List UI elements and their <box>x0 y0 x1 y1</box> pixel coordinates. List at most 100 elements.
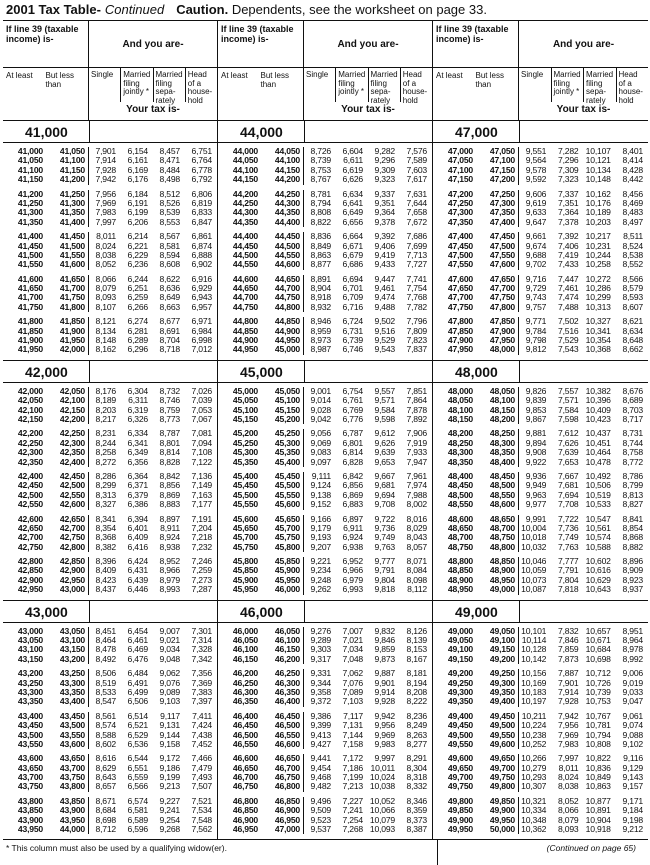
tax-married-separately: 9,021 <box>159 635 180 646</box>
tax-head-of-household: 7,314 <box>191 635 212 646</box>
tax-married-jointly: 7,406 <box>557 240 579 251</box>
table-row: 45,350 45,400 9,097 6,828 9,653 7,947 <box>218 456 432 467</box>
tax-single: 9,839 <box>525 395 547 406</box>
tax-married-separately: 9,296 <box>374 155 395 166</box>
tax-married-jointly: 6,326 <box>127 413 148 424</box>
tax-married-jointly: 7,612 <box>557 428 579 439</box>
tax-married-separately: 9,694 <box>374 489 395 500</box>
tax-married-jointly: 6,206 <box>127 216 148 227</box>
tax-head-of-household: 7,906 <box>406 428 427 439</box>
tax-married-separately: 8,938 <box>159 541 180 552</box>
block-heading-value: 49,000 <box>455 603 498 620</box>
mfs-header: Married filing sepa-rately <box>584 68 617 104</box>
at-least: 44,450 <box>232 240 258 251</box>
but-less-than: 45,950 <box>261 575 304 586</box>
tax-single: 8,959 <box>310 325 331 336</box>
but-less-than: 44,000 <box>46 824 89 835</box>
table-row: 46,850 46,900 9,509 7,241 10,066 8,359 <box>218 805 432 816</box>
at-least: 45,350 <box>232 456 258 467</box>
but-less-than: 44,100 <box>261 155 304 166</box>
tax-single: 8,588 <box>95 729 116 740</box>
block-heading: 48,000 <box>433 360 648 383</box>
but-less-than: 46,900 <box>261 805 304 816</box>
table-row: 45,900 45,950 9,248 6,979 9,804 8,098 <box>218 575 432 586</box>
tax-head-of-household: 7,026 <box>191 385 212 396</box>
row-group: 43,000 43,050 8,451 6,454 9,007 7,301 43,050 43… <box>3 626 217 665</box>
tax-single: 9,977 <box>525 499 547 510</box>
tax-headers: Single Married filing jointly * Married fi… <box>89 68 217 120</box>
tax-married-separately: 8,883 <box>159 499 180 510</box>
tax-married-separately: 9,846 <box>374 635 395 646</box>
tax-single: 8,547 <box>95 696 116 707</box>
tax-head-of-household: 9,129 <box>622 762 643 773</box>
but-less-than: 47,350 <box>476 207 519 218</box>
header-row: If line 39 (taxable income) is- And you a… <box>3 21 217 68</box>
table-row: 41,800 41,850 8,121 6,274 8,677 6,971 <box>3 316 217 327</box>
tax-married-jointly: 6,484 <box>127 668 148 679</box>
tax-married-jointly: 6,281 <box>127 325 148 336</box>
tax-single: 9,234 <box>310 565 331 576</box>
at-least: 48,650 <box>447 522 473 533</box>
but-less-than: 45,700 <box>261 523 304 534</box>
but-less-than: 49,350 <box>476 687 519 698</box>
at-least: 42,600 <box>17 513 43 524</box>
but-less-than: 44,500 <box>261 241 304 251</box>
at-least: 43,100 <box>17 644 43 655</box>
tax-single: 9,606 <box>525 188 547 199</box>
table-row: 42,000 42,050 8,176 6,304 8,732 7,026 <box>3 385 217 397</box>
tax-married-jointly: 7,186 <box>342 762 363 773</box>
tax-married-separately: 8,608 <box>159 259 180 270</box>
tax-married-separately: 10,093 <box>369 824 395 835</box>
at-least: 49,250 <box>447 677 473 688</box>
tax-single: 9,991 <box>525 513 547 524</box>
tax-head-of-household: 7,809 <box>406 325 427 336</box>
tax-married-separately: 10,107 <box>585 146 611 156</box>
tax-head-of-household: 7,424 <box>191 720 212 731</box>
tax-single: 9,784 <box>525 325 547 336</box>
table-row: 41,300 41,350 7,983 6,199 8,539 6,833 <box>3 207 217 218</box>
at-least: 48,750 <box>447 541 473 552</box>
but-less-than: 46,150 <box>261 645 304 655</box>
tax-single: 9,028 <box>310 404 331 415</box>
tax-head-of-household: 8,401 <box>622 146 643 156</box>
but-less-than: 49,250 <box>476 668 519 679</box>
table-column: If line 39 (taxable income) is- And you a… <box>3 21 218 839</box>
but-less-than: 44,400 <box>261 217 304 228</box>
row-group: 45,800 45,850 9,221 6,952 9,777 8,071 45,850 45… <box>218 556 432 595</box>
at-least: 41,400 <box>17 231 43 242</box>
tax-single: 8,231 <box>95 428 116 439</box>
tax-married-separately: 10,079 <box>369 814 395 825</box>
at-least: 45,950 <box>232 584 258 595</box>
at-least: 44,650 <box>232 283 258 294</box>
but-less-than: 49,900 <box>476 805 519 816</box>
but-less-than: 49,700 <box>476 763 519 774</box>
tax-married-jointly: 6,349 <box>127 447 148 458</box>
income-block: 43,000 43,000 43,050 8,451 6,454 9,007 7,301 43… <box>3 600 217 840</box>
tax-single: 9,564 <box>525 155 547 166</box>
but-less-than: 43,750 <box>46 772 89 783</box>
table-row: 45,850 45,900 9,234 6,966 9,791 8,084 <box>218 565 432 576</box>
table-row: 47,850 47,900 9,784 7,516 10,341 8,634 <box>433 325 648 337</box>
tax-single: 8,561 <box>95 710 116 721</box>
income-block: 41,000 41,000 41,050 7,901 6,154 8,457 6,751 41… <box>3 121 217 361</box>
tax-married-separately: 9,048 <box>159 653 180 664</box>
table-row: 43,600 43,650 8,616 6,544 9,172 7,466 <box>3 753 217 764</box>
table-row: 48,400 48,450 9,936 7,667 10,492 8,786 <box>433 471 648 482</box>
tax-married-jointly: 7,488 <box>557 301 579 312</box>
table-row: 48,800 48,850 10,046 7,777 10,602 8,896 <box>433 556 648 567</box>
continued-note: (Continued on page 65) <box>546 843 636 853</box>
tax-married-separately: 10,203 <box>585 216 611 227</box>
at-least: 44,050 <box>232 155 258 166</box>
tax-head-of-household: 8,373 <box>406 814 427 825</box>
tax-head-of-household: 8,249 <box>406 720 427 731</box>
table-row: 43,850 43,900 8,684 6,581 9,241 7,534 <box>3 805 217 816</box>
table-row: 49,300 49,350 10,183 7,914 10,739 9,033 <box>433 687 648 698</box>
tax-head-of-household: 7,741 <box>406 273 427 284</box>
tax-head-of-household: 6,971 <box>191 316 212 327</box>
but-less-than: 46,500 <box>261 720 304 731</box>
tax-married-jointly: 8,093 <box>557 824 579 835</box>
table-row: 47,800 47,850 9,771 7,502 10,327 8,621 <box>433 316 648 327</box>
at-least: 42,800 <box>17 556 43 567</box>
mfs-header: Married filing sepa-rately <box>154 68 186 104</box>
tax-married-separately: 10,657 <box>585 625 611 636</box>
